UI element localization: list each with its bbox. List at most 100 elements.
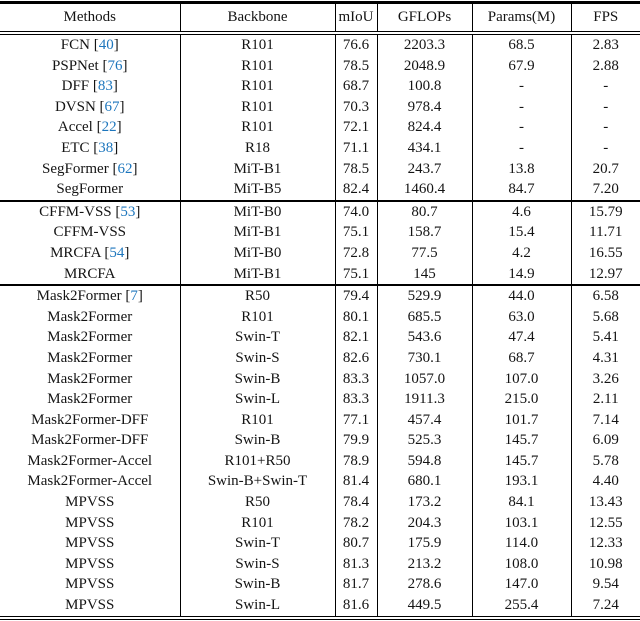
method-cell: SegFormer [0,179,180,201]
miou-cell: 81.3 [334,553,377,575]
citation-link[interactable]: [7] [121,288,143,305]
miou-cell: 81.7 [334,574,377,596]
table-row: MRCFA MiT-B1 75.1 145 14.9 12.97 [0,263,640,286]
method-cell: Mask2Former-DFF [0,430,180,451]
citation-link[interactable]: [40] [89,37,119,53]
params-cell: 193.1 [471,471,571,493]
citation-number: 83 [97,78,113,95]
citation-link[interactable]: [53] [111,203,141,220]
table-row: SegFormer MiT-B5 82.4 1460.4 84.7 7.20 [0,179,640,201]
params-cell: 107.0 [471,368,571,390]
gflops-cell: 2048.9 [376,55,472,77]
backbone-cell: R101+R50 [179,450,335,472]
citation-number: 7 [130,288,138,305]
gflops-cell: 457.4 [376,409,472,431]
method-name: SegFormer [42,160,109,177]
fps-cell: 4.31 [570,347,640,369]
params-cell: 103.1 [471,512,571,534]
table-row: Mask2Former Swin-S 82.6 730.1 68.7 4.31 [0,347,640,369]
table-row: Mask2Former-Accel R101+R50 78.9 594.8 145.7 5… [0,450,640,472]
fps-cell: - [570,76,640,97]
citation-link[interactable]: [62] [108,160,138,177]
gflops-cell: 2203.3 [376,33,472,56]
method-name: ETC [61,139,90,156]
citation-number: 67 [104,98,120,115]
params-cell: 13.8 [471,158,571,180]
fps-cell: - [570,137,640,159]
fps-cell: 5.41 [570,327,640,348]
miou-cell: 78.4 [334,492,377,513]
fps-cell: 10.98 [570,553,640,575]
miou-cell: 82.4 [334,179,377,201]
method-name: FCN [60,37,90,53]
table-row: Accel [22] R101 72.1 824.4- - [0,117,640,138]
method-cell: Mask2Former-Accel [0,471,180,492]
miou-cell: 83.3 [334,389,377,410]
miou-cell: 72.8 [334,242,377,264]
params-cell: 44.0 [471,285,571,307]
col-header-methods: Methods [63,9,117,25]
backbone-cell: R101 [179,117,335,138]
params-cell: 145.7 [471,450,571,472]
method-cell: MPVSS [0,533,180,554]
gflops-cell: 730.1 [376,347,472,369]
citation-link[interactable]: [76] [98,57,128,74]
citation-link[interactable]: [22] [92,119,122,136]
miou-cell: 74.0 [334,200,377,223]
citation-link[interactable]: [83] [89,78,118,95]
gflops-cell: 175.9 [376,533,472,554]
citation-number: 62 [117,160,133,177]
gflops-cell: 680.1 [376,471,472,493]
method-cell: DFF [83] [0,76,180,97]
gflops-cell: 824.4 [376,117,472,138]
gflops-cell: 685.5 [376,306,472,328]
method-cell: MPVSS [0,513,180,534]
citation-number: 53 [120,203,136,220]
miou-cell: 81.4 [334,471,377,493]
params-cell: 4.6 [471,200,571,223]
backbone-cell: Swin-L [179,389,335,410]
backbone-cell: R50 [179,285,335,307]
backbone-cell: R50 [179,492,335,513]
fps-cell: 2.83 [570,33,640,56]
params-cell: - [471,117,571,138]
backbone-cell: R101 [179,33,335,56]
backbone-cell: R18 [179,137,335,159]
method-cell: MPVSS [0,595,180,618]
table-row: CFFM-VSS [53] MiT-B0 74.0 80.7 4.6 15.79 [0,200,640,223]
table-row: Mask2Former-DFF Swin-B 79.9 525.3 145.7 6.09 [0,430,640,451]
fps-cell: 9.54 [570,574,640,596]
params-cell: 84.7 [471,179,571,201]
backbone-cell: MiT-B1 [179,263,335,286]
method-cell: Mask2Former [0,389,180,410]
citation-link[interactable]: [67] [95,98,125,115]
method-name: Mask2Former [36,288,122,305]
method-cell: ETC [38] [0,138,180,159]
fps-cell: 11.71 [570,222,640,243]
gflops-cell: 449.5 [376,595,472,618]
backbone-cell: Swin-S [179,553,335,575]
method-cell: DVSN [67] [0,97,180,118]
backbone-cell: MiT-B5 [179,179,335,201]
fps-cell: 12.97 [570,263,640,286]
method-cell: Mask2Former [0,307,180,328]
params-cell: 147.0 [471,574,571,596]
gflops-cell: 80.7 [376,200,472,223]
params-cell: 68.7 [471,347,571,369]
table-row: DVSN [67] R101 70.3 978.4- - [0,96,640,118]
citation-link[interactable]: [38] [89,139,119,156]
miou-cell: 78.2 [334,512,377,534]
fps-cell: 15.79 [570,200,640,223]
backbone-cell: Swin-B [179,430,335,451]
method-cell: Mask2Former [0,348,180,369]
gflops-cell: 100.8 [376,76,472,97]
fps-cell: 4.40 [570,471,640,493]
method-name: MPVSS [65,576,115,593]
method-cell: MPVSS [0,574,180,595]
miou-cell: 78.5 [334,158,377,180]
params-cell: 84.1 [471,492,571,513]
gflops-cell: 543.6 [376,327,472,348]
gflops-cell: 77.5 [376,242,472,264]
col-header-params: Params(M) [471,2,571,33]
citation-link[interactable]: [54] [100,244,130,261]
